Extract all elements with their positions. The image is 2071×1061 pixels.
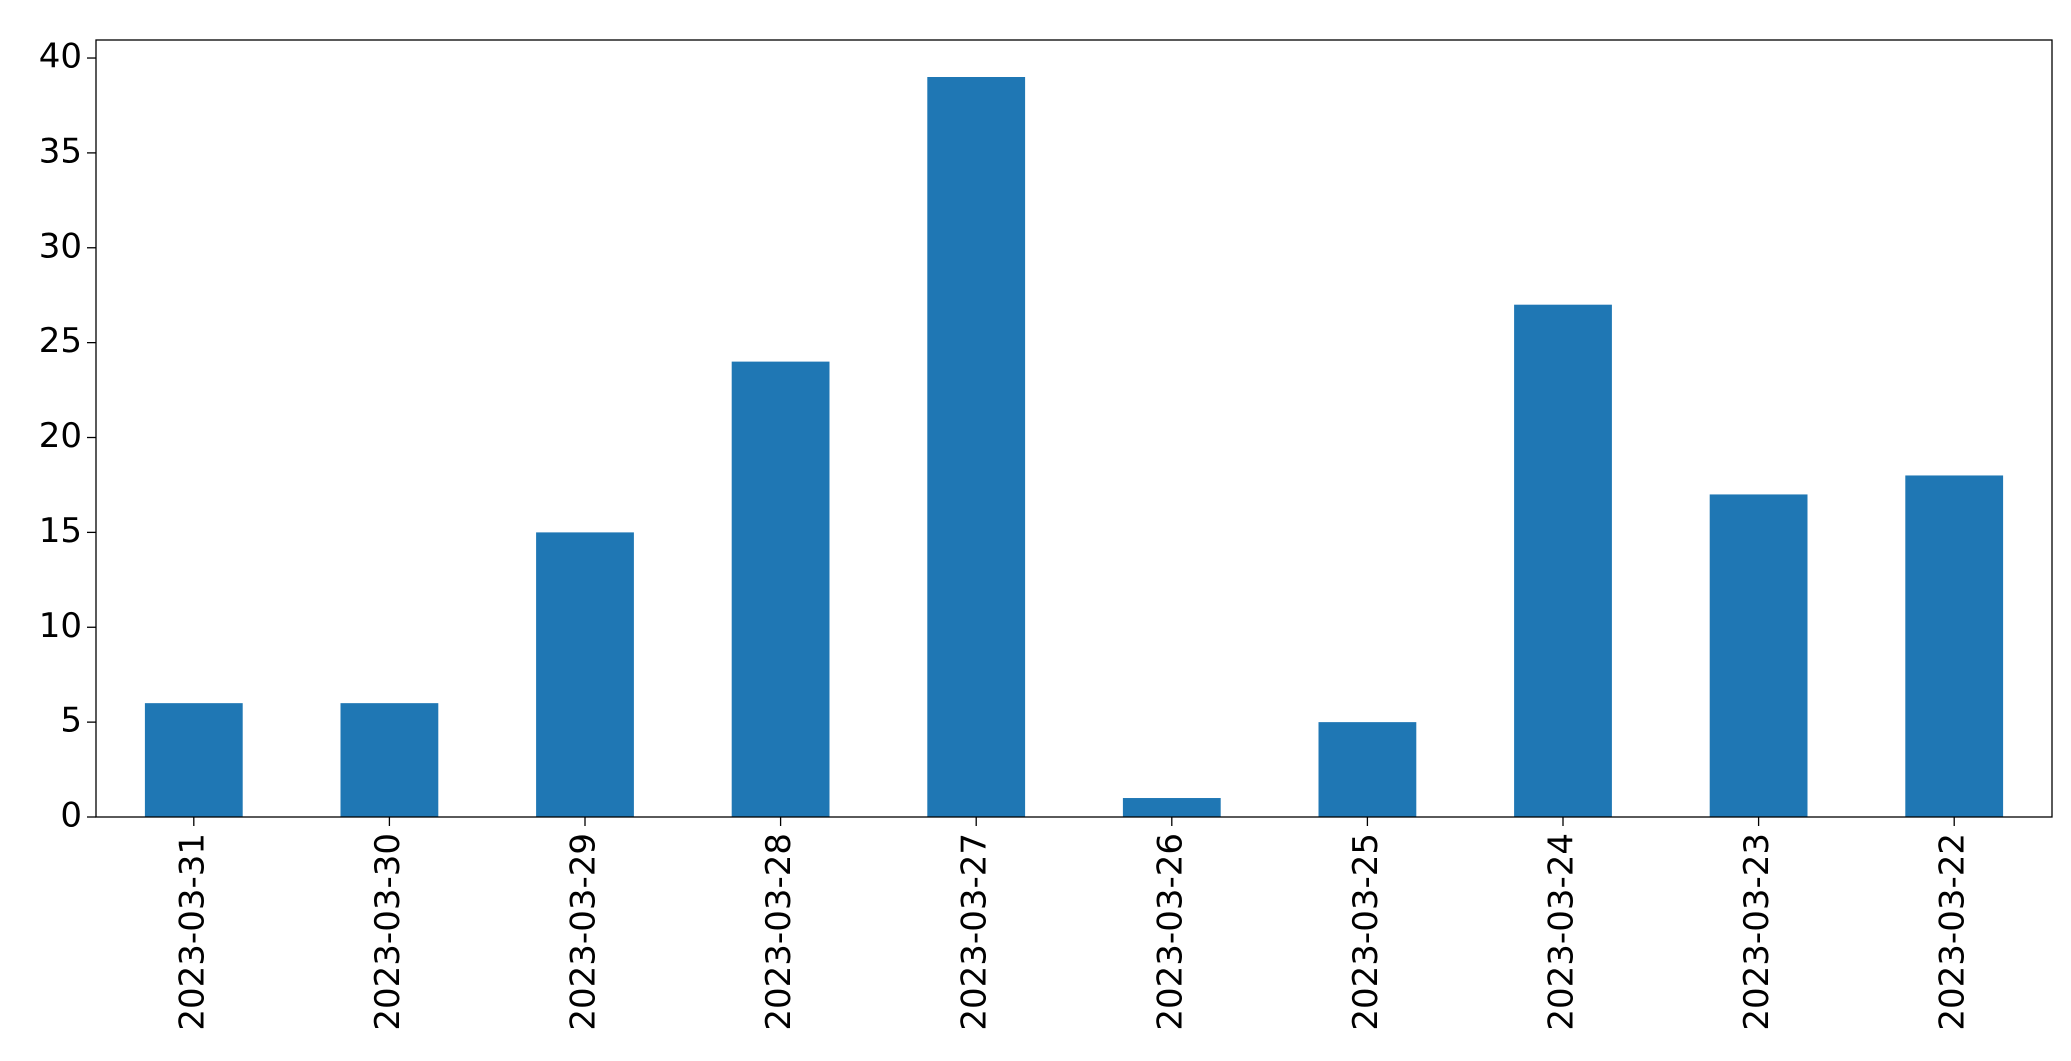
y-tick-label: 30 bbox=[39, 226, 82, 266]
y-tick-label: 10 bbox=[39, 606, 82, 646]
bar bbox=[1318, 722, 1417, 817]
y-tick-label: 35 bbox=[39, 131, 82, 171]
bar bbox=[927, 77, 1026, 817]
x-tick-label: 2023-03-29 bbox=[564, 833, 604, 1031]
x-tick-label: 2023-03-22 bbox=[1933, 833, 1973, 1031]
x-tick-label: 2023-03-23 bbox=[1737, 833, 1777, 1031]
bar bbox=[1122, 798, 1221, 817]
y-tick-label: 5 bbox=[60, 701, 82, 741]
plot-frame bbox=[95, 39, 2053, 818]
bar bbox=[1514, 304, 1612, 817]
y-tick-label: 15 bbox=[39, 511, 82, 551]
bar bbox=[1905, 475, 2004, 817]
bar bbox=[731, 361, 830, 817]
y-tick-label: 40 bbox=[39, 37, 82, 77]
x-tick-label: 2023-03-31 bbox=[172, 833, 212, 1031]
bar bbox=[144, 703, 243, 817]
x-tick-label: 2023-03-24 bbox=[1542, 833, 1582, 1031]
x-tick-label: 2023-03-27 bbox=[955, 833, 995, 1031]
x-tick-label: 2023-03-25 bbox=[1346, 833, 1386, 1031]
bar bbox=[1709, 494, 1808, 817]
x-tick-label: 2023-03-26 bbox=[1150, 833, 1190, 1031]
x-tick-label: 2023-03-28 bbox=[759, 833, 799, 1031]
x-tick-label: 2023-03-30 bbox=[368, 833, 408, 1031]
bar bbox=[340, 703, 439, 817]
bar bbox=[536, 532, 634, 817]
y-tick-label: 0 bbox=[60, 796, 82, 836]
y-tick-label: 20 bbox=[39, 416, 82, 456]
y-tick-label: 25 bbox=[39, 321, 82, 361]
